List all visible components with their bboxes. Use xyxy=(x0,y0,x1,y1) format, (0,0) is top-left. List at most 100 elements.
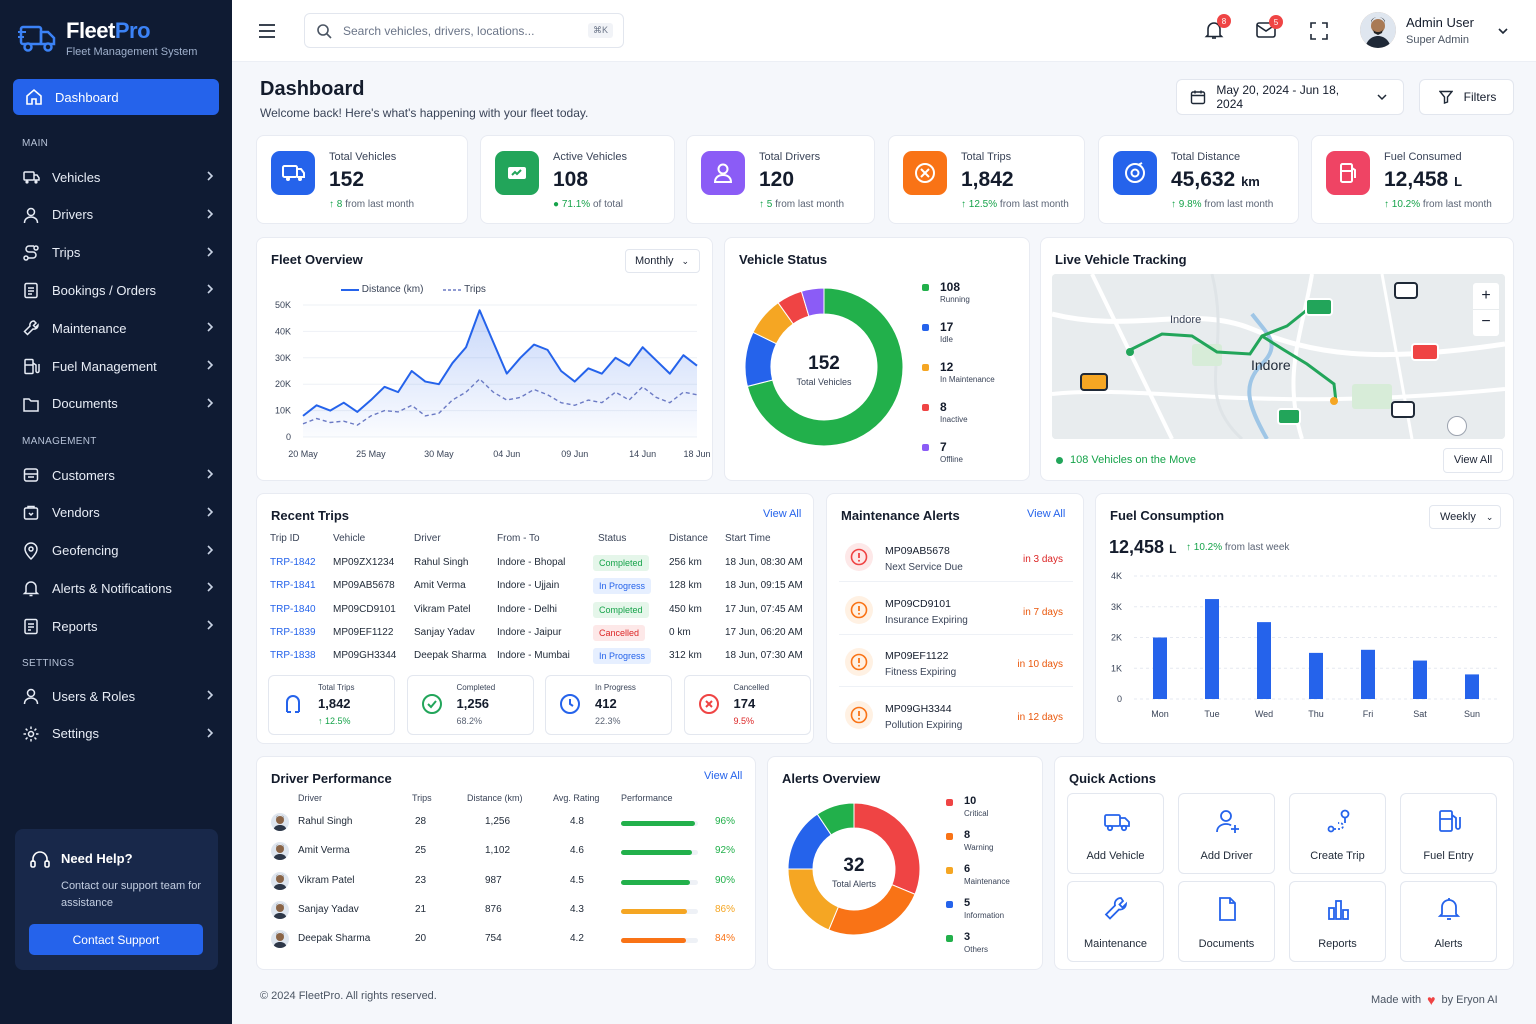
performance-bar-fill xyxy=(621,938,686,944)
table-row[interactable]: Deepak Sharma 20 754 4.2 84% xyxy=(257,929,755,953)
vehicle-status-slice-offline[interactable] xyxy=(800,287,825,317)
trip-id[interactable]: TRP-1841 xyxy=(270,580,316,592)
stat-card-total-distance[interactable]: Total Distance 45,632 km ↑ 9.8% from last … xyxy=(1098,135,1299,224)
driver-performance-view-all[interactable]: View All xyxy=(704,770,743,782)
trip-id[interactable]: TRP-1839 xyxy=(270,626,316,638)
alert-slice-warning[interactable] xyxy=(828,884,916,936)
mail-icon[interactable]: 5 xyxy=(1256,15,1283,39)
heart-icon: ♥ xyxy=(1427,992,1436,1008)
sidebar-item-drivers[interactable]: Drivers xyxy=(22,200,214,230)
quick-action-create-trip-button[interactable]: Create Trip xyxy=(1289,793,1386,874)
maintenance-item[interactable]: MP09CD9101 Insurance Expiring in 7 days xyxy=(839,585,1073,635)
sidebar-item-alerts-notifications[interactable]: Alerts & Notifications xyxy=(22,573,214,603)
zoom-in-button[interactable]: + xyxy=(1473,283,1499,309)
fullscreen-icon[interactable] xyxy=(1310,22,1328,40)
tracking-view-all-button[interactable]: View All xyxy=(1443,448,1503,473)
sidebar-item-users-roles[interactable]: Users & Roles xyxy=(22,681,214,711)
fuel-bar-sat[interactable] xyxy=(1413,660,1427,699)
legend-value: 3 xyxy=(964,931,971,943)
sidebar-item-settings[interactable]: Settings xyxy=(22,719,214,749)
stat-card-total-trips[interactable]: Total Trips 1,842 ↑ 12.5% from last month xyxy=(888,135,1085,224)
brand-logo[interactable]: FleetPro Fleet Management System xyxy=(18,18,197,58)
vehicle-marker-dark[interactable] xyxy=(1394,282,1418,299)
vehicle-marker-dark[interactable] xyxy=(1391,401,1415,418)
fuel-bar-sun[interactable] xyxy=(1465,674,1479,699)
maintenance-view-all[interactable]: View All xyxy=(1027,508,1066,520)
recent-trips-view-all[interactable]: View All xyxy=(763,508,802,520)
table-row[interactable]: Amit Verma 25 1,102 4.6 92% xyxy=(257,841,755,865)
stat-card-total-drivers[interactable]: Total Drivers 120 ↑ 5 from last month xyxy=(686,135,875,224)
period-select[interactable]: Monthly ⌄ xyxy=(625,249,700,273)
table-row[interactable]: TRP-1841 MP09AB5678 Amit Verma Indore - Ujj… xyxy=(257,578,813,600)
driver-name: Vikram Patel xyxy=(298,874,355,886)
sidebar-item-vendors[interactable]: Vendors xyxy=(22,498,214,528)
fuel-bar-thu[interactable] xyxy=(1309,652,1323,699)
fuel-bar-mon[interactable] xyxy=(1153,637,1167,700)
maintenance-type: Fitness Expiring xyxy=(885,667,957,678)
quick-action-documents-button[interactable]: Documents xyxy=(1178,881,1275,962)
quick-action-reports-button[interactable]: Reports xyxy=(1289,881,1386,962)
quick-action-add-driver-button[interactable]: Add Driver xyxy=(1178,793,1275,874)
quick-action-fuel-entry-button[interactable]: Fuel Entry xyxy=(1400,793,1497,874)
sidebar-item-documents[interactable]: Documents xyxy=(22,389,214,419)
driver-distance: 876 xyxy=(485,903,502,915)
trip-distance: 312 km xyxy=(669,650,702,662)
avatar[interactable] xyxy=(1360,12,1396,48)
table-row[interactable]: Sanjay Yadav 21 876 4.3 86% xyxy=(257,900,755,924)
zoom-out-button[interactable]: − xyxy=(1473,310,1499,336)
fuel-period-select[interactable]: Weekly ⌄ xyxy=(1429,505,1501,529)
alert-slice-others[interactable] xyxy=(816,802,855,836)
trip-id[interactable]: TRP-1838 xyxy=(270,650,316,662)
maintenance-item[interactable]: MP09EF1122 Fitness Expiring in 10 days xyxy=(839,637,1073,687)
locate-icon[interactable] xyxy=(1447,416,1467,436)
period-select-value: Monthly xyxy=(635,255,674,267)
alert-icon xyxy=(845,648,873,676)
sidebar-item-reports[interactable]: Reports xyxy=(22,611,214,641)
vehicle-status-center-label: Total Vehicles xyxy=(796,377,852,387)
fuel-bar-fri[interactable] xyxy=(1361,649,1375,699)
sidebar-item-trips[interactable]: Trips xyxy=(22,238,214,268)
sidebar-item-maintenance[interactable]: Maintenance xyxy=(22,313,214,343)
sidebar-item-bookings-orders[interactable]: Bookings / Orders xyxy=(22,275,214,305)
table-row[interactable]: Vikram Patel 23 987 4.5 90% xyxy=(257,871,755,895)
table-row[interactable]: TRP-1842 MP09ZX1234 Rahul Singh Indore - Bh… xyxy=(257,555,813,577)
vehicles-moving-label: 108 Vehicles on the Move xyxy=(1070,454,1196,466)
sidebar-item-fuel-management[interactable]: Fuel Management xyxy=(22,351,214,381)
maintenance-item[interactable]: MP09GH3344 Pollution Expiring in 12 days xyxy=(839,690,1073,740)
sidebar-item-geofencing[interactable]: Geofencing xyxy=(22,536,214,566)
vehicle-marker-green[interactable] xyxy=(1305,298,1333,316)
maintenance-item[interactable]: MP09AB5678 Next Service Due in 3 days xyxy=(839,532,1073,582)
quick-action-maintenance-button[interactable]: Maintenance xyxy=(1067,881,1164,962)
alert-slice-maintenance[interactable] xyxy=(787,868,839,931)
vehicle-status-slice-running[interactable] xyxy=(746,287,904,447)
trip-id[interactable]: TRP-1840 xyxy=(270,603,316,615)
contact-support-button[interactable]: Contact Support xyxy=(29,924,203,955)
sidebar-item-customers[interactable]: Customers xyxy=(22,460,214,490)
vehicle-marker-orange[interactable] xyxy=(1080,373,1108,391)
maintenance-vehicle: MP09CD9101 xyxy=(885,597,951,610)
bell-icon[interactable]: 8 xyxy=(1204,14,1231,40)
sidebar-item-vehicles[interactable]: Vehicles xyxy=(22,162,214,192)
quick-action-alerts-button[interactable]: Alerts xyxy=(1400,881,1497,962)
table-row[interactable]: TRP-1840 MP09CD9101 Vikram Patel Indore - D… xyxy=(257,601,813,624)
stat-card-total-vehicles[interactable]: Total Vehicles 152 ↑ 8 from last month xyxy=(256,135,468,224)
fuel-bar-tue[interactable] xyxy=(1205,599,1219,699)
vehicle-marker-green[interactable] xyxy=(1277,408,1301,425)
map[interactable]: Indore Indore + − xyxy=(1052,274,1505,439)
chevron-down-icon[interactable] xyxy=(1494,22,1512,40)
table-row[interactable]: TRP-1838 MP09GH3344 Deepak Sharma Indore - … xyxy=(257,648,813,670)
menu-icon[interactable] xyxy=(258,22,276,40)
table-row[interactable]: Rahul Singh 28 1,256 4.8 96% xyxy=(257,812,755,836)
search-input[interactable]: Search vehicles, drivers, locations... ⌘… xyxy=(304,13,624,48)
table-row[interactable]: TRP-1839 MP09EF1122 Sanjay Yadav Indore - J… xyxy=(257,624,813,647)
trip-id[interactable]: TRP-1842 xyxy=(270,557,316,568)
vehicle-marker-red[interactable] xyxy=(1411,343,1439,361)
stat-card-active-vehicles[interactable]: Active Vehicles 108 ● 71.1% of total xyxy=(480,135,675,224)
fuel-bar-wed[interactable] xyxy=(1257,622,1271,699)
filters-button[interactable]: Filters xyxy=(1419,79,1514,115)
quick-action-add-vehicle-button[interactable]: Add Vehicle xyxy=(1067,793,1164,874)
date-range-picker[interactable]: May 20, 2024 - Jun 18, 2024 xyxy=(1176,79,1404,115)
stat-card-fuel-consumed[interactable]: Fuel Consumed 12,458 L ↑ 10.2% from last m… xyxy=(1311,135,1514,224)
legend-value: 8 xyxy=(940,400,947,414)
sidebar-item-dashboard[interactable]: Dashboard xyxy=(13,79,219,115)
